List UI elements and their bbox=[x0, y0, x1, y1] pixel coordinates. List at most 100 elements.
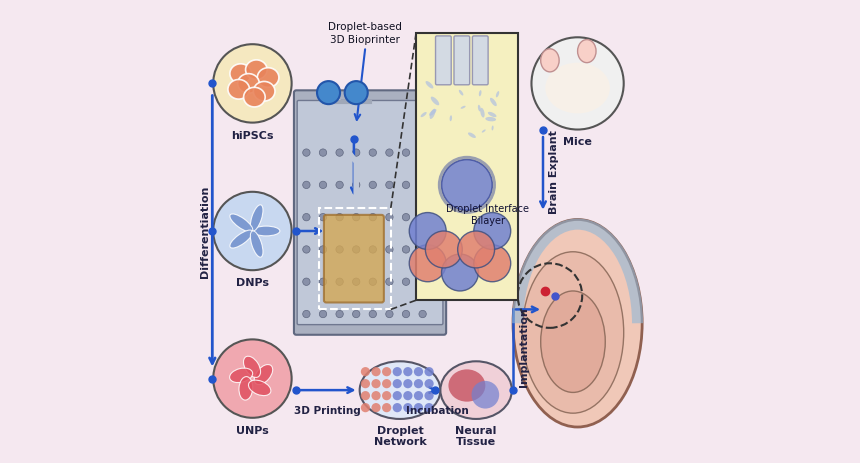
Circle shape bbox=[319, 182, 327, 189]
Ellipse shape bbox=[228, 80, 249, 100]
Ellipse shape bbox=[230, 231, 253, 249]
Ellipse shape bbox=[230, 368, 253, 383]
Circle shape bbox=[382, 391, 391, 400]
Ellipse shape bbox=[255, 365, 273, 385]
Circle shape bbox=[414, 367, 423, 376]
Ellipse shape bbox=[545, 63, 610, 114]
Circle shape bbox=[474, 213, 511, 250]
Circle shape bbox=[317, 82, 340, 105]
Circle shape bbox=[353, 214, 359, 221]
Circle shape bbox=[414, 403, 423, 413]
Circle shape bbox=[425, 379, 433, 388]
Circle shape bbox=[386, 246, 393, 254]
Ellipse shape bbox=[492, 126, 494, 131]
Circle shape bbox=[336, 311, 343, 318]
Ellipse shape bbox=[254, 82, 275, 102]
Circle shape bbox=[419, 214, 427, 221]
Circle shape bbox=[386, 214, 393, 221]
Circle shape bbox=[353, 278, 359, 286]
Circle shape bbox=[369, 246, 377, 254]
Circle shape bbox=[353, 246, 359, 254]
Ellipse shape bbox=[471, 381, 499, 409]
Circle shape bbox=[303, 311, 310, 318]
Ellipse shape bbox=[482, 130, 486, 133]
Text: hiPSCs: hiPSCs bbox=[231, 130, 273, 140]
Circle shape bbox=[303, 278, 310, 286]
Circle shape bbox=[369, 278, 377, 286]
Ellipse shape bbox=[448, 369, 485, 402]
Circle shape bbox=[303, 150, 310, 157]
Circle shape bbox=[402, 311, 409, 318]
Ellipse shape bbox=[243, 357, 261, 378]
Circle shape bbox=[372, 367, 381, 376]
Ellipse shape bbox=[468, 133, 476, 139]
Circle shape bbox=[531, 38, 624, 130]
Ellipse shape bbox=[243, 88, 265, 108]
Ellipse shape bbox=[249, 380, 271, 396]
Circle shape bbox=[382, 379, 391, 388]
Ellipse shape bbox=[478, 106, 481, 112]
Circle shape bbox=[402, 150, 409, 157]
Circle shape bbox=[353, 150, 359, 157]
Circle shape bbox=[372, 391, 381, 400]
Circle shape bbox=[414, 391, 423, 400]
Circle shape bbox=[319, 278, 327, 286]
Ellipse shape bbox=[429, 110, 437, 117]
Ellipse shape bbox=[541, 50, 559, 73]
Text: Differentiation: Differentiation bbox=[200, 185, 211, 278]
Circle shape bbox=[393, 367, 402, 376]
Circle shape bbox=[361, 367, 370, 376]
FancyBboxPatch shape bbox=[294, 91, 446, 335]
Ellipse shape bbox=[250, 232, 263, 257]
Text: 3D Printing: 3D Printing bbox=[294, 406, 361, 415]
Ellipse shape bbox=[230, 214, 253, 232]
Ellipse shape bbox=[488, 113, 496, 118]
Ellipse shape bbox=[522, 252, 624, 413]
Ellipse shape bbox=[253, 226, 280, 237]
Circle shape bbox=[369, 214, 377, 221]
Circle shape bbox=[393, 391, 402, 400]
Circle shape bbox=[372, 379, 381, 388]
Text: DNPs: DNPs bbox=[236, 277, 269, 288]
Circle shape bbox=[213, 193, 292, 270]
Ellipse shape bbox=[440, 362, 512, 419]
Circle shape bbox=[474, 245, 511, 282]
Circle shape bbox=[402, 278, 409, 286]
Circle shape bbox=[419, 246, 427, 254]
Circle shape bbox=[319, 246, 327, 254]
Circle shape bbox=[386, 278, 393, 286]
Circle shape bbox=[336, 150, 343, 157]
Ellipse shape bbox=[430, 109, 435, 120]
Circle shape bbox=[319, 150, 327, 157]
Text: Incubation: Incubation bbox=[406, 406, 469, 415]
Ellipse shape bbox=[490, 99, 497, 107]
Ellipse shape bbox=[246, 61, 267, 80]
Circle shape bbox=[369, 182, 377, 189]
Circle shape bbox=[361, 391, 370, 400]
Circle shape bbox=[402, 214, 409, 221]
Circle shape bbox=[419, 278, 427, 286]
Circle shape bbox=[386, 182, 393, 189]
FancyBboxPatch shape bbox=[324, 215, 384, 303]
Ellipse shape bbox=[459, 91, 464, 96]
Circle shape bbox=[319, 311, 327, 318]
Circle shape bbox=[409, 213, 446, 250]
Circle shape bbox=[402, 182, 409, 189]
Circle shape bbox=[386, 311, 393, 318]
Circle shape bbox=[319, 214, 327, 221]
Circle shape bbox=[336, 278, 343, 286]
Ellipse shape bbox=[496, 92, 500, 98]
Circle shape bbox=[419, 182, 427, 189]
Ellipse shape bbox=[485, 118, 496, 122]
Text: Droplet-based
3D Bioprinter: Droplet-based 3D Bioprinter bbox=[329, 22, 402, 45]
FancyBboxPatch shape bbox=[416, 34, 518, 300]
Ellipse shape bbox=[431, 97, 439, 106]
Circle shape bbox=[336, 246, 343, 254]
Circle shape bbox=[403, 367, 413, 376]
Circle shape bbox=[336, 214, 343, 221]
FancyBboxPatch shape bbox=[472, 37, 488, 86]
Circle shape bbox=[369, 311, 377, 318]
Circle shape bbox=[303, 182, 310, 189]
Circle shape bbox=[361, 379, 370, 388]
Circle shape bbox=[361, 403, 370, 413]
